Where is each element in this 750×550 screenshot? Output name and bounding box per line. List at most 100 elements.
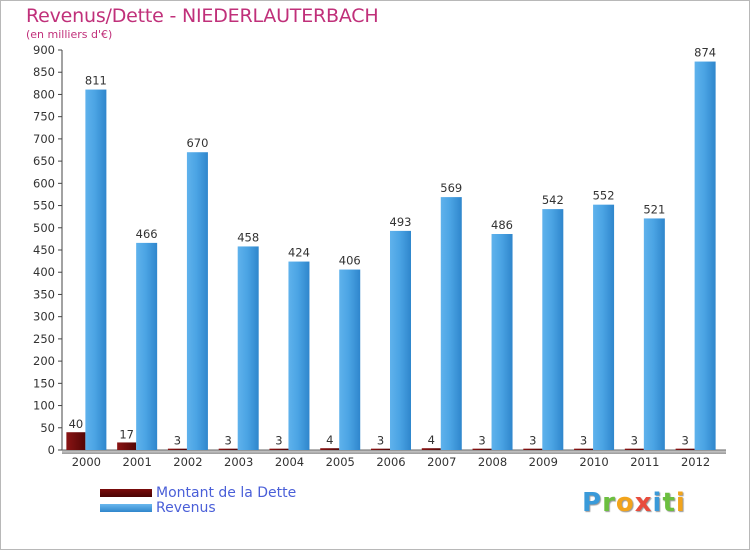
x-tick-label: 2002 [173, 455, 202, 469]
debt-data-label: 4 [326, 433, 333, 447]
revenue-bar [643, 218, 665, 450]
debt-data-label: 3 [681, 434, 688, 448]
x-tick-label: 2008 [478, 455, 507, 469]
x-tick-label: 2007 [427, 455, 456, 469]
revenue-data-label: 670 [186, 136, 208, 150]
debt-bar [574, 448, 594, 450]
y-tick-label: 850 [33, 65, 55, 79]
brand-letter: i [675, 488, 686, 518]
y-tick-label: 350 [33, 287, 55, 301]
y-tick-label: 550 [33, 199, 55, 213]
chart-title: Revenus/Dette - NIEDERLAUTERBACH [26, 5, 379, 27]
y-tick-label: 300 [33, 310, 55, 324]
revenue-data-label: 493 [390, 215, 412, 229]
debt-bar [371, 448, 390, 450]
revenue-data-label: 542 [542, 193, 564, 207]
y-tick-label: 400 [33, 265, 55, 279]
x-tick-label: 2012 [681, 455, 710, 469]
debt-bar [117, 442, 137, 450]
debt-data-label: 40 [69, 417, 84, 431]
revenue-data-label: 466 [136, 227, 158, 241]
revenue-bar [390, 230, 411, 450]
revenue-bar [186, 152, 208, 450]
revenue-data-label: 486 [491, 218, 513, 232]
legend-swatch-revenue [100, 504, 152, 512]
y-tick-label: 700 [33, 132, 55, 146]
debt-bar [320, 448, 340, 450]
revenue-bar [237, 246, 259, 450]
x-tick-label: 2001 [123, 455, 152, 469]
revenue-data-label: 569 [440, 181, 462, 195]
legend-swatch-debt [100, 489, 152, 497]
y-tick-label: 50 [40, 421, 55, 435]
revenue-data-label: 811 [85, 74, 107, 88]
brand-letter: x [634, 488, 653, 518]
x-tick-label: 2011 [630, 455, 659, 469]
y-tick-label: 250 [33, 332, 55, 346]
brand-logo: Proxiti [582, 488, 686, 518]
revenue-bar [694, 61, 716, 451]
x-tick-label: 2000 [72, 455, 101, 469]
revenue-bar [593, 204, 615, 450]
x-axis-base [62, 450, 726, 454]
revenue-bar [136, 242, 158, 450]
y-tick-label: 900 [33, 43, 55, 57]
chart-subtitle: (en milliers d'€) [26, 28, 113, 41]
revenue-data-label: 424 [288, 246, 310, 260]
brand-letter: P [582, 488, 603, 518]
brand-letter: t [662, 488, 676, 518]
debt-bar [66, 432, 86, 450]
revenue-bar [85, 89, 107, 451]
y-tick-label: 200 [33, 354, 55, 368]
revenue-data-label: 458 [237, 230, 259, 244]
debt-data-label: 3 [529, 434, 536, 448]
debt-bar [523, 448, 543, 450]
debt-bar [675, 448, 695, 450]
debt-data-label: 3 [631, 434, 638, 448]
revenue-data-label: 874 [694, 46, 716, 60]
debt-data-label: 3 [174, 434, 181, 448]
x-tick-label: 2004 [275, 455, 304, 469]
brand-letter: o [615, 488, 635, 518]
revenue-data-label: 552 [593, 189, 615, 203]
brand-letter: r [602, 488, 616, 518]
x-tick-label: 2010 [579, 455, 608, 469]
revenue-bar [542, 209, 564, 450]
x-tick-label: 2003 [224, 455, 253, 469]
y-tick-label: 0 [48, 443, 55, 457]
y-tick-label: 450 [33, 243, 55, 257]
debt-bar [218, 448, 238, 450]
y-tick-label: 600 [33, 176, 55, 190]
legend-label-debt: Montant de la Dette [156, 485, 297, 501]
revenue-bar [339, 269, 361, 450]
revenue-data-label: 521 [643, 202, 665, 216]
revenue-bar [288, 261, 310, 450]
debt-data-label: 3 [478, 434, 485, 448]
revenue-bar [491, 234, 513, 450]
y-tick-label: 800 [33, 87, 55, 101]
legend-label-revenue: Revenus [156, 500, 216, 516]
debt-bar [269, 448, 289, 450]
y-tick-label: 750 [33, 110, 55, 124]
debt-data-label: 3 [275, 434, 282, 448]
y-tick-label: 150 [33, 376, 55, 390]
debt-bar [421, 448, 441, 450]
y-tick-label: 500 [33, 221, 55, 235]
brand-letter: i [652, 488, 663, 518]
debt-data-label: 3 [225, 434, 232, 448]
debt-data-label: 4 [428, 433, 435, 447]
debt-data-label: 3 [377, 434, 384, 448]
x-tick-label: 2009 [529, 455, 558, 469]
x-tick-label: 2005 [326, 455, 355, 469]
debt-bar [167, 448, 187, 450]
revenue-bar [440, 197, 462, 450]
debt-data-label: 17 [119, 427, 134, 441]
debt-bar [624, 448, 644, 450]
debt-bar [472, 448, 492, 450]
y-tick-label: 100 [33, 399, 55, 413]
x-tick-label: 2006 [376, 455, 405, 469]
revenue-data-label: 406 [339, 254, 361, 268]
y-tick-label: 650 [33, 154, 55, 168]
